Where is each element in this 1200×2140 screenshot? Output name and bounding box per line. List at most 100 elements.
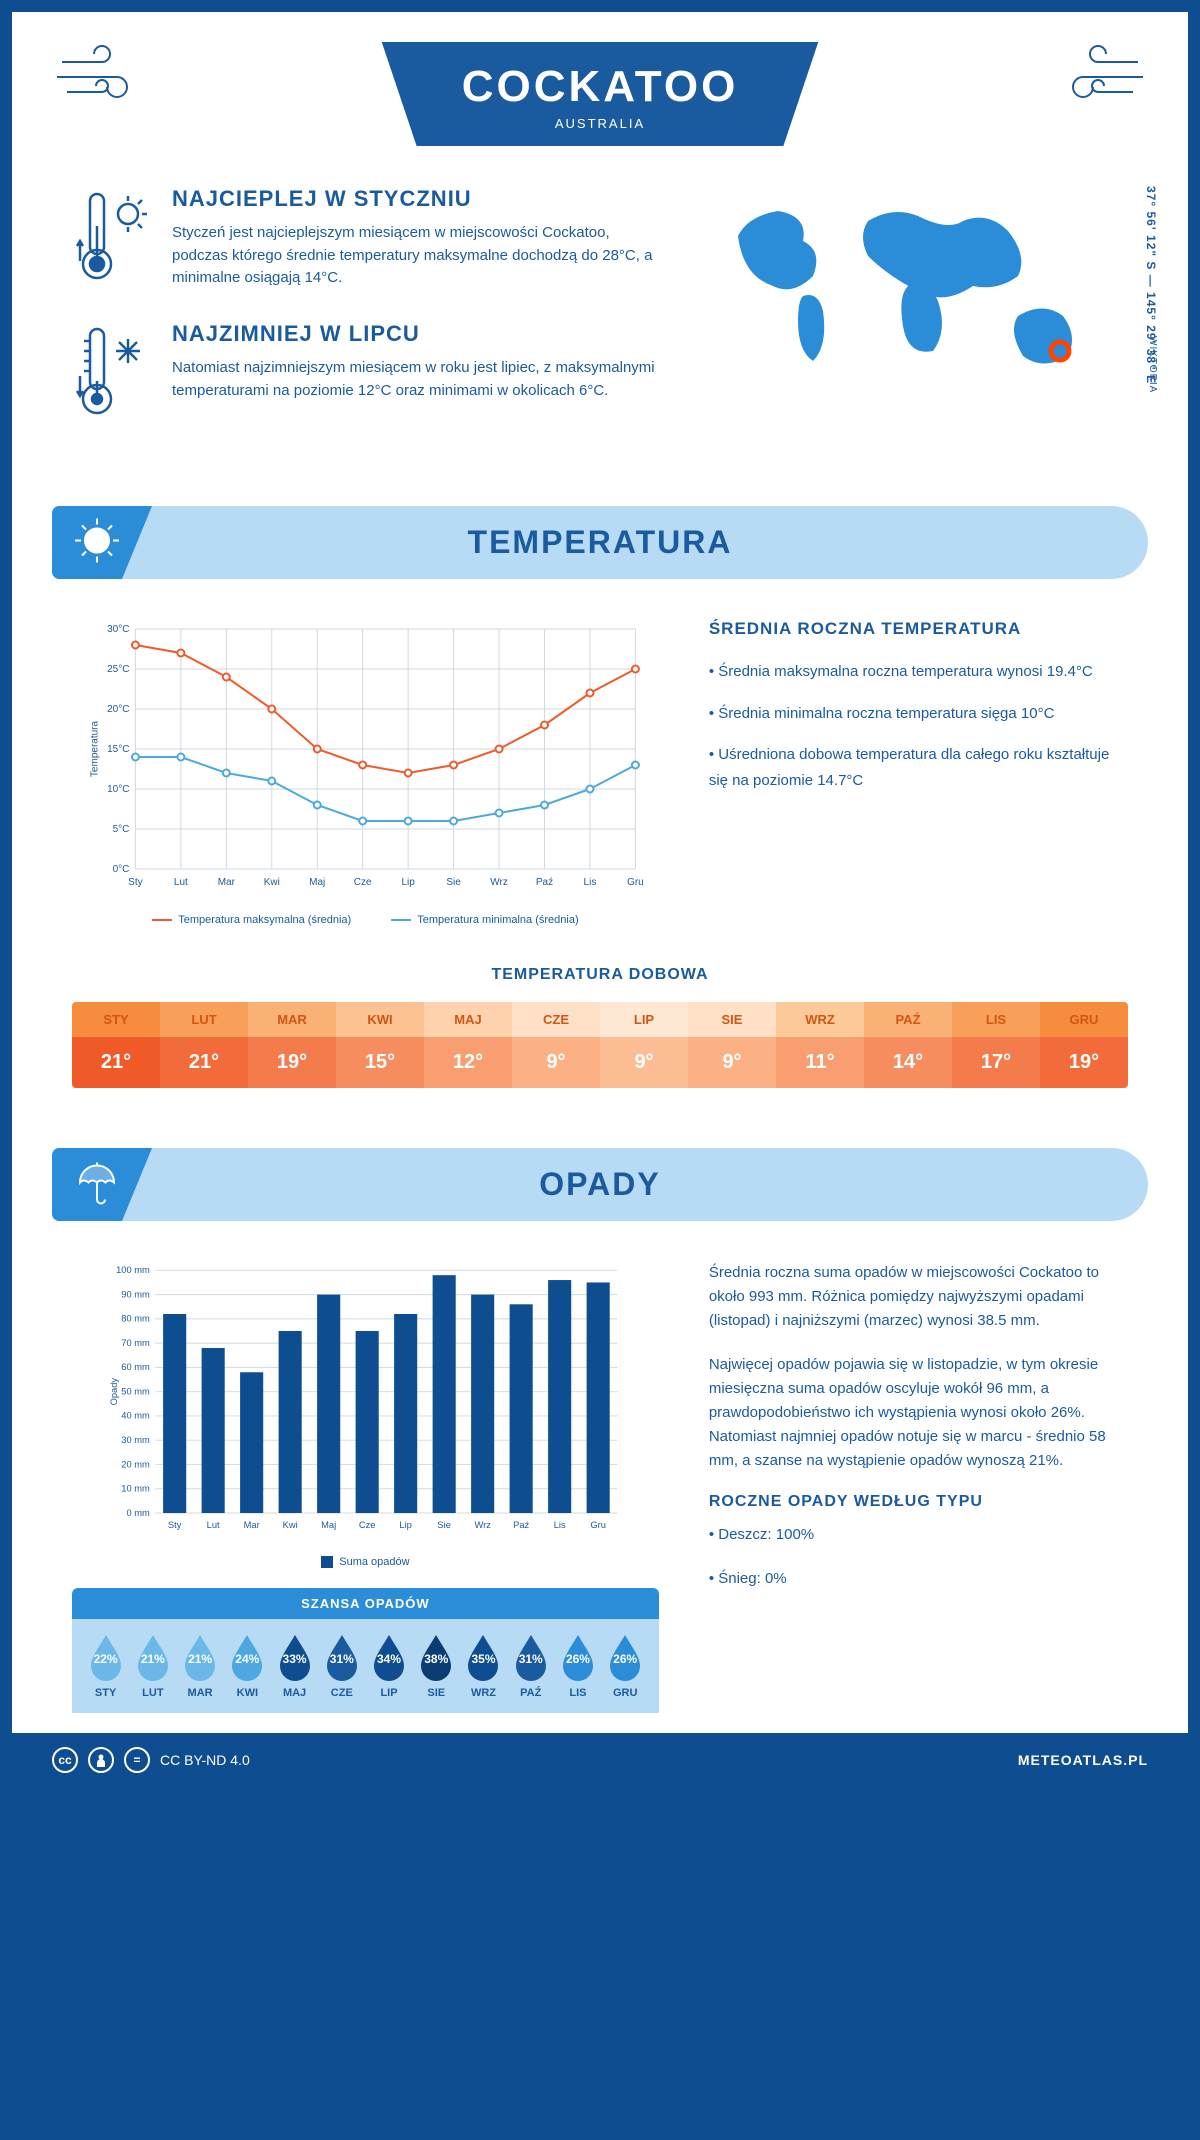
chance-value: 26% xyxy=(566,1652,590,1666)
daily-cell: LUT 21° xyxy=(160,1002,248,1088)
svg-text:Paź: Paź xyxy=(536,877,553,888)
chance-value: 21% xyxy=(188,1652,212,1666)
svg-text:70 mm: 70 mm xyxy=(121,1338,150,1348)
chance-month: LUT xyxy=(129,1687,176,1699)
droplet-icon: 26% xyxy=(606,1633,644,1681)
precipitation-content: 0 mm10 mm20 mm30 mm40 mm50 mm60 mm70 mm8… xyxy=(12,1241,1188,1733)
thermometer-snow-icon xyxy=(72,321,152,426)
coldest-title: NAJZIMNIEJ W LIPCU xyxy=(172,321,668,347)
svg-text:Lip: Lip xyxy=(399,1520,411,1530)
daily-month: STY xyxy=(72,1002,160,1037)
chance-value: 38% xyxy=(424,1652,448,1666)
temperature-chart: 0°C5°C10°C15°C20°C25°C30°CStyLutMarKwiMa… xyxy=(72,619,659,926)
droplet-icon: 24% xyxy=(228,1633,266,1681)
chance-cell: 31% PAŹ xyxy=(507,1633,554,1699)
daily-month: PAŹ xyxy=(864,1002,952,1037)
svg-text:90 mm: 90 mm xyxy=(121,1289,150,1299)
thermometer-sun-icon xyxy=(72,186,152,291)
svg-text:Mar: Mar xyxy=(218,877,236,888)
svg-text:5°C: 5°C xyxy=(113,824,130,835)
daily-value: 19° xyxy=(1040,1037,1128,1088)
page-subtitle: AUSTRALIA xyxy=(462,116,739,131)
license-text: CC BY-ND 4.0 xyxy=(160,1752,250,1768)
svg-text:Lis: Lis xyxy=(584,877,597,888)
droplet-icon: 33% xyxy=(276,1633,314,1681)
daily-value: 9° xyxy=(688,1037,776,1088)
daily-value: 19° xyxy=(248,1037,336,1088)
chance-cell: 38% SIE xyxy=(413,1633,460,1699)
droplet-icon: 22% xyxy=(87,1633,125,1681)
svg-text:Lut: Lut xyxy=(174,877,188,888)
chance-cell: 21% MAR xyxy=(176,1633,223,1699)
daily-title: TEMPERATURA DOBOWA xyxy=(72,966,1128,984)
daily-value: 9° xyxy=(600,1037,688,1088)
daily-cell: STY 21° xyxy=(72,1002,160,1088)
world-map-icon xyxy=(708,186,1128,386)
svg-text:80 mm: 80 mm xyxy=(121,1314,150,1324)
svg-text:15°C: 15°C xyxy=(107,744,129,755)
region-label: WIKTORIA xyxy=(1147,336,1158,393)
svg-text:Kwi: Kwi xyxy=(264,877,280,888)
svg-text:10 mm: 10 mm xyxy=(121,1484,150,1494)
svg-text:Wrz: Wrz xyxy=(490,877,508,888)
daily-cell: SIE 9° xyxy=(688,1002,776,1088)
daily-cell: CZE 9° xyxy=(512,1002,600,1088)
chance-month: WRZ xyxy=(460,1687,507,1699)
intro-section: NAJCIEPLEJ W STYCZNIU Styczeń jest najci… xyxy=(12,166,1188,486)
svg-text:30 mm: 30 mm xyxy=(121,1435,150,1445)
daily-value: 11° xyxy=(776,1037,864,1088)
daily-month: SIE xyxy=(688,1002,776,1037)
section-title: OPADY xyxy=(52,1166,1148,1203)
chance-month: MAJ xyxy=(271,1687,318,1699)
svg-text:10°C: 10°C xyxy=(107,784,129,795)
daily-month: MAR xyxy=(248,1002,336,1037)
temperature-content: 0°C5°C10°C15°C20°C25°C30°CStyLutMarKwiMa… xyxy=(12,599,1188,946)
section-header-precipitation: OPADY xyxy=(52,1148,1148,1221)
droplet-icon: 35% xyxy=(464,1633,502,1681)
chance-cell: 34% LIP xyxy=(365,1633,412,1699)
nd-icon: = xyxy=(124,1747,150,1773)
svg-text:100 mm: 100 mm xyxy=(116,1265,150,1275)
chance-value: 34% xyxy=(377,1652,401,1666)
precip-type: • Deszcz: 100% xyxy=(709,1523,1128,1547)
warmest-block: NAJCIEPLEJ W STYCZNIU Styczeń jest najci… xyxy=(72,186,668,291)
precipitation-info: Średnia roczna suma opadów w miejscowośc… xyxy=(709,1261,1128,1713)
temp-bullet: • Uśredniona dobowa temperatura dla całe… xyxy=(709,742,1128,793)
svg-text:60 mm: 60 mm xyxy=(121,1362,150,1372)
chance-month: MAR xyxy=(176,1687,223,1699)
chance-block: SZANSA OPADÓW 22% STY 21% LUT 21% MAR 24… xyxy=(72,1588,659,1713)
title-banner: COCKATOO AUSTRALIA xyxy=(382,42,819,146)
chance-cell: 31% CZE xyxy=(318,1633,365,1699)
chance-cell: 26% LIS xyxy=(554,1633,601,1699)
svg-text:Maj: Maj xyxy=(309,877,325,888)
daily-value: 17° xyxy=(952,1037,1040,1088)
cc-icon: cc xyxy=(52,1747,78,1773)
svg-text:Opady: Opady xyxy=(109,1378,119,1406)
daily-month: KWI xyxy=(336,1002,424,1037)
svg-text:Sty: Sty xyxy=(168,1520,182,1530)
daily-month: CZE xyxy=(512,1002,600,1037)
svg-text:Lip: Lip xyxy=(401,877,415,888)
svg-text:Sie: Sie xyxy=(437,1520,450,1530)
droplet-icon: 31% xyxy=(323,1633,361,1681)
svg-text:Sie: Sie xyxy=(446,877,461,888)
chance-month: GRU xyxy=(602,1687,649,1699)
temp-bullet: • Średnia minimalna roczna temperatura s… xyxy=(709,701,1128,727)
temperature-info: ŚREDNIA ROCZNA TEMPERATURA • Średnia mak… xyxy=(709,619,1128,926)
daily-month: MAJ xyxy=(424,1002,512,1037)
section-title: TEMPERATURA xyxy=(52,524,1148,561)
temp-bullet: • Średnia maksymalna roczna temperatura … xyxy=(709,659,1128,685)
legend-sum: Suma opadów xyxy=(339,1556,409,1568)
chance-month: SIE xyxy=(413,1687,460,1699)
svg-text:25°C: 25°C xyxy=(107,664,129,675)
svg-text:0°C: 0°C xyxy=(113,864,130,875)
daily-value: 21° xyxy=(72,1037,160,1088)
page: COCKATOO AUSTRALIA xyxy=(0,0,1200,1799)
map-block: 37° 56' 12" S — 145° 29' 38" E WIKTORIA xyxy=(708,186,1128,456)
chance-cell: 22% STY xyxy=(82,1633,129,1699)
daily-month: LIS xyxy=(952,1002,1040,1037)
chance-value: 31% xyxy=(330,1652,354,1666)
wind-icon xyxy=(52,42,152,126)
chance-month: KWI xyxy=(224,1687,271,1699)
daily-cell: MAJ 12° xyxy=(424,1002,512,1088)
